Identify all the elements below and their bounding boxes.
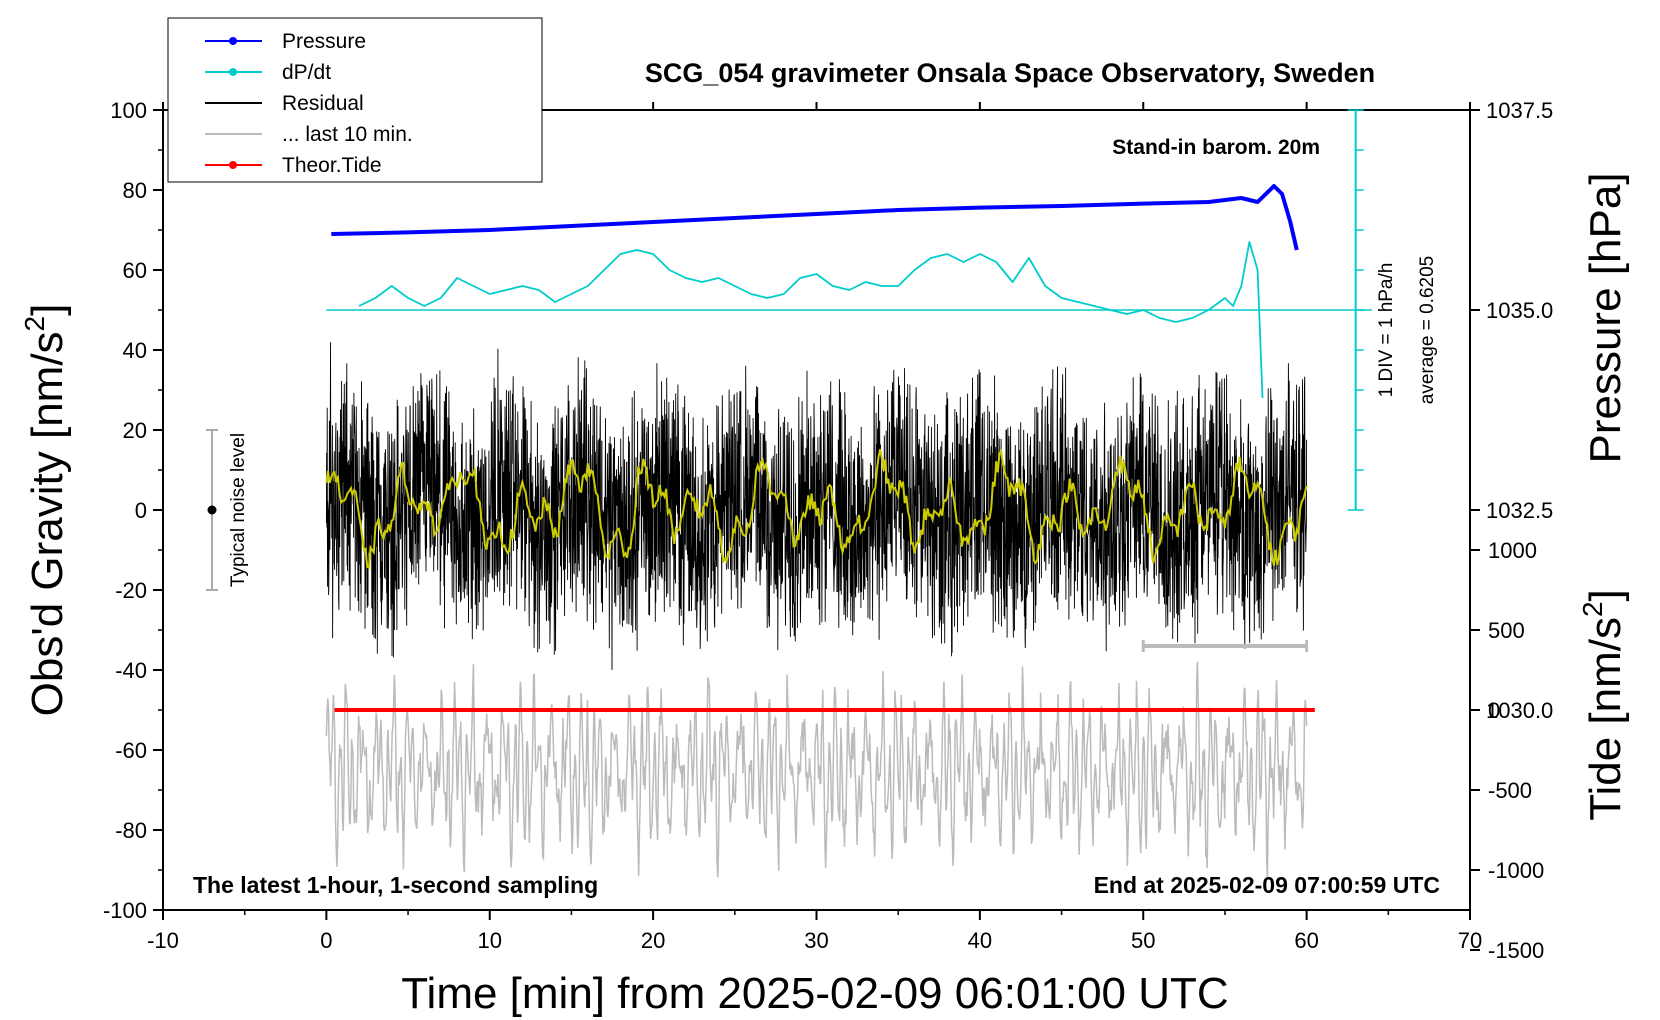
noise-level-label: Typical noise level [228, 433, 249, 587]
pressure-tick-label: 1035.0 [1486, 298, 1553, 323]
legend-box [167, 17, 543, 183]
y-tick-label: 40 [123, 338, 147, 363]
x-tick-label: 0 [320, 928, 332, 953]
x-tick-label: 60 [1294, 928, 1318, 953]
tide-tick-label: 0 [1488, 698, 1500, 723]
last10-trace [325, 661, 1308, 879]
ylabel-left-main: Obs'd Gravity [nm/s [23, 331, 72, 716]
legend: Pressure dP/dt Residual ... last 10 min. The… [167, 17, 543, 183]
x-tick-label: 70 [1458, 928, 1482, 953]
x-tick-label: 10 [478, 928, 502, 953]
ylabel-left-end: ] [23, 304, 72, 316]
noise-bar-center [207, 505, 217, 515]
x-tick-label: 50 [1131, 928, 1155, 953]
smoothed-trace [325, 448, 1308, 570]
ylabel-tide-end: ] [1581, 589, 1630, 601]
y-axis-label-left: Obs'd Gravity [nm/s2] [19, 304, 72, 717]
tide-tick-label: 500 [1488, 618, 1525, 643]
y-tick-label: -40 [115, 658, 147, 683]
legend-label: ... last 10 min. [282, 123, 413, 146]
dpdt-average-label: average = 0.6205 [1417, 256, 1438, 404]
y-axis-label-tide: Tide [nm/s2] [1577, 589, 1630, 821]
tide-tick-label: -500 [1488, 778, 1532, 803]
pressure-trace [331, 184, 1299, 251]
tide-tick-label: -1500 [1488, 938, 1544, 963]
x-tick-label: 30 [804, 928, 828, 953]
legend-label: Pressure [282, 30, 366, 53]
y-tick-label: -60 [115, 738, 147, 763]
pressure-tick-label: 1037.5 [1486, 98, 1553, 123]
data-series [325, 184, 1372, 879]
y-tick-label: 60 [123, 258, 147, 283]
tide-tick-label: -1000 [1488, 858, 1544, 883]
x-tick-label: 20 [641, 928, 665, 953]
x-tick-label: -10 [147, 928, 179, 953]
barometer-note: Stand-in barom. 20m [1112, 136, 1320, 159]
axis-ticks: -10 0 10 20 30 40 50 60 70-100-80-60-40-20020406… [103, 98, 1553, 963]
pressure-tick-label: 1030.0 [1486, 698, 1553, 723]
legend-marker [229, 161, 237, 169]
ylabel-left-sup: 2 [19, 316, 50, 332]
sampling-note: The latest 1-hour, 1-second sampling [193, 872, 598, 898]
overlay-marks [206, 109, 1364, 652]
y-tick-label: -100 [103, 898, 147, 923]
y-tick-label: 80 [123, 178, 147, 203]
legend-marker [229, 37, 237, 45]
legend-label: Residual [282, 92, 364, 115]
pressure-tick-label: 1032.5 [1486, 498, 1553, 523]
x-tick-label: 40 [968, 928, 992, 953]
x-axis-label: Time [min] from 2025-02-09 06:01:00 UTC [401, 969, 1228, 1018]
y-tick-label: -80 [115, 818, 147, 843]
y-axis-label-pressure: Pressure [hPa] [1581, 172, 1630, 463]
ylabel-tide-sup: 2 [1577, 601, 1608, 617]
end-time-note: End at 2025-02-09 07:00:59 UTC [1094, 872, 1440, 898]
legend-label: dP/dt [282, 61, 331, 84]
legend-entries: Pressure dP/dt Residual ... last 10 min. The… [205, 30, 413, 177]
legend-marker [229, 68, 237, 76]
y-tick-label: 0 [135, 498, 147, 523]
legend-label: Theor.Tide [282, 154, 382, 177]
chart-title: SCG_054 gravimeter Onsala Space Observat… [645, 58, 1375, 88]
tide-tick-label: 1000 [1488, 538, 1537, 563]
dpdt-trace [358, 241, 1264, 399]
residual-trace [325, 342, 1308, 671]
ylabel-tide-main: Tide [nm/s [1581, 617, 1630, 821]
y-tick-label: 100 [110, 98, 147, 123]
dpdt-div-label: 1 DIV = 1 hPa/h [1376, 263, 1397, 398]
y-tick-label: 20 [123, 418, 147, 443]
y-tick-label: -20 [115, 578, 147, 603]
